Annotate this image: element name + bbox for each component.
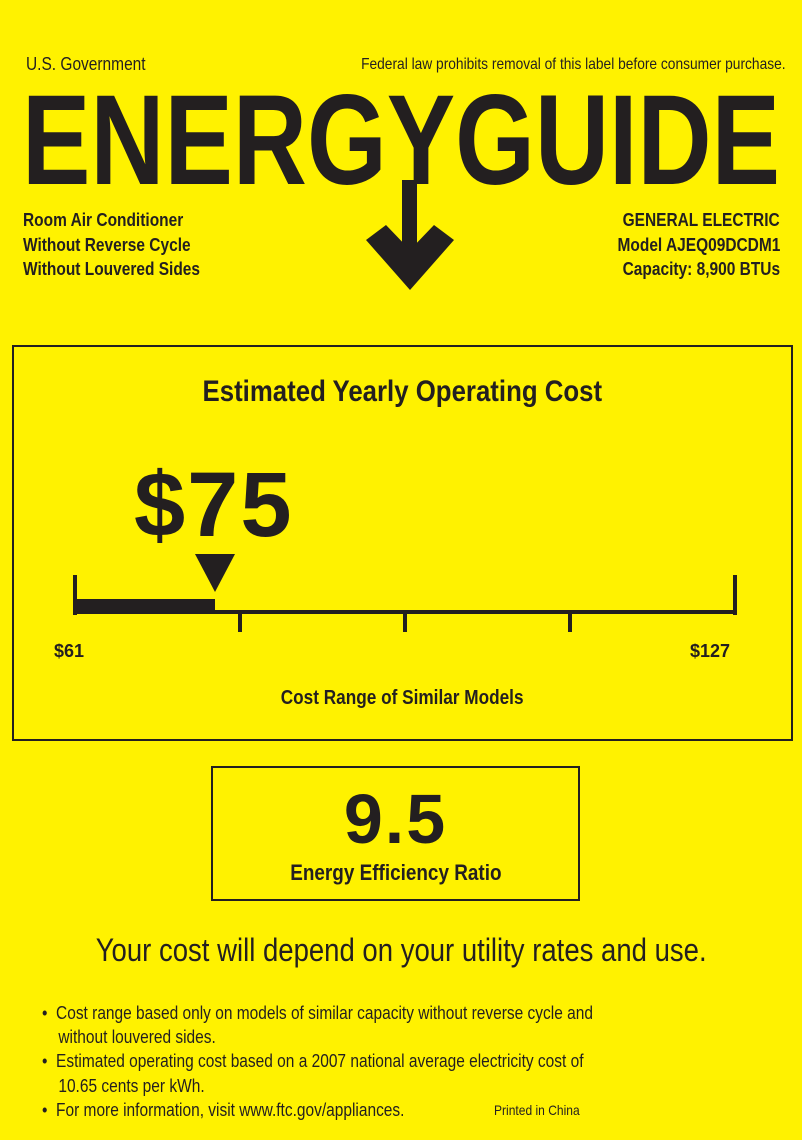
removal-warning: Federal law prohibits removal of this la… — [292, 56, 786, 74]
scale-end-tick — [73, 575, 77, 615]
note-text: 10.65 cents per kWh. — [58, 1075, 205, 1096]
efficiency-box: 9.5 Energy Efficiency Ratio — [211, 766, 580, 901]
product-description: Room Air Conditioner Without Reverse Cyc… — [23, 208, 229, 282]
notes-list: • Cost range based only on models of sim… — [42, 1001, 683, 1122]
range-caption: Cost Range of Similar Models — [14, 687, 791, 710]
eer-label: Energy Efficiency Ratio — [213, 860, 578, 886]
scale-end-tick — [733, 575, 737, 615]
note-text: Cost range based only on models of simil… — [56, 1003, 593, 1023]
cost-pointer-icon — [195, 554, 235, 592]
government-label: U.S. Government — [26, 54, 165, 75]
removal-warning-text: Federal law prohibits removal of this la… — [361, 56, 786, 73]
note-text: Estimated operating cost based on a 2007… — [56, 1051, 584, 1072]
product-line: Room Air Conditioner — [23, 210, 184, 230]
arrow-stem — [402, 180, 417, 260]
cost-title-text: Estimated Yearly Operating Cost — [202, 375, 603, 408]
range-min-label: $61 — [54, 641, 85, 661]
scale-tick — [568, 612, 572, 632]
model-number: Model AJEQ09DCDM1 — [617, 234, 780, 255]
note-item: • Cost range based only on models of sim… — [42, 1003, 593, 1048]
energyguide-logo: ENERGYGUIDE — [22, 80, 780, 290]
range-caption-text: Cost Range of Similar Models — [281, 687, 524, 709]
note-item: • For more information, visit www.ftc.go… — [42, 1099, 405, 1120]
scale-tick — [403, 612, 407, 632]
cost-value: $75 — [134, 454, 294, 556]
range-max-label: $127 — [690, 641, 731, 661]
logo-text: ENERGYGUIDE — [22, 80, 780, 212]
note-link-ftc: For more information, visit www.ftc.gov/… — [56, 1099, 405, 1120]
cost-scale — [73, 554, 737, 632]
manufacturer-info: GENERAL ELECTRIC Model AJEQ09DCDM1 Capac… — [591, 208, 780, 282]
printed-in-text: Printed in China — [494, 1102, 580, 1118]
arrow-down-icon — [366, 225, 454, 290]
note-text: without louvered sides. — [58, 1027, 216, 1048]
cost-title: Estimated Yearly Operating Cost — [14, 375, 791, 409]
disclaimer: Your cost will depend on your utility ra… — [0, 932, 802, 969]
brand: GENERAL ELECTRIC — [622, 210, 780, 230]
product-line: Without Louvered Sides — [23, 259, 201, 279]
eer-label-text: Energy Efficiency Ratio — [289, 860, 502, 885]
operating-cost-box: Estimated Yearly Operating Cost $75 $61 … — [12, 345, 793, 741]
note-item: • Estimated operating cost based on a 20… — [42, 1051, 584, 1096]
printed-in: Printed in China — [494, 1102, 594, 1118]
government-text: U.S. Government — [26, 54, 146, 74]
disclaimer-text: Your cost will depend on your utility ra… — [95, 932, 707, 968]
scale-tick — [238, 612, 242, 632]
cost-bar — [75, 599, 215, 612]
eer-value: 9.5 — [343, 780, 448, 858]
capacity: Capacity: 8,900 BTUs — [622, 259, 780, 279]
product-line: Without Reverse Cycle — [23, 234, 191, 255]
